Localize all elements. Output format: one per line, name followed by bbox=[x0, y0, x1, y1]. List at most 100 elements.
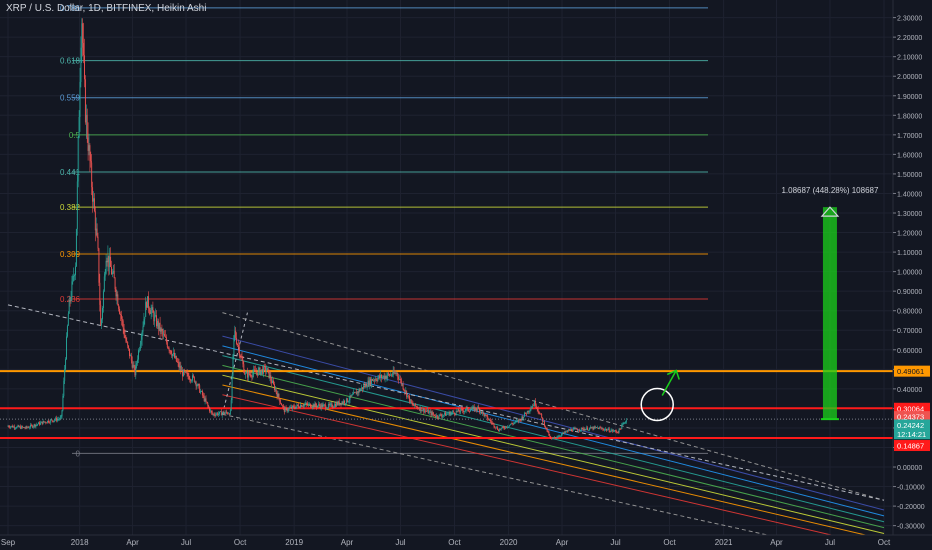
candle-body bbox=[93, 198, 94, 202]
candle-body bbox=[575, 428, 577, 430]
candle-body bbox=[115, 289, 117, 297]
candle-body bbox=[159, 322, 161, 332]
candle-body bbox=[247, 371, 249, 378]
candle-body bbox=[417, 408, 419, 410]
candle-body bbox=[596, 427, 598, 428]
candle-body bbox=[193, 376, 195, 382]
candle-body bbox=[41, 421, 43, 425]
y-tick-label: 2.20000 bbox=[897, 35, 922, 42]
candle-body bbox=[610, 430, 612, 432]
candle-body bbox=[577, 429, 579, 431]
candle-body bbox=[66, 336, 67, 360]
candle-body bbox=[326, 408, 328, 410]
candle-body bbox=[217, 413, 219, 416]
candle-body bbox=[185, 371, 187, 373]
x-tick-label: Apr bbox=[341, 538, 354, 547]
channel-line bbox=[222, 312, 885, 501]
candle-body bbox=[518, 419, 520, 422]
candle-body bbox=[451, 412, 453, 414]
candle-body bbox=[84, 55, 85, 80]
candle-body bbox=[53, 420, 55, 422]
candle-body bbox=[546, 427, 548, 432]
candle-body bbox=[255, 370, 256, 373]
candle-body bbox=[277, 393, 279, 397]
candle-body bbox=[141, 331, 143, 340]
candle-body bbox=[116, 294, 118, 297]
candle-body bbox=[389, 374, 391, 376]
candle-body bbox=[414, 403, 416, 406]
candle-body bbox=[66, 325, 68, 337]
candle-body bbox=[487, 415, 489, 420]
candle-body bbox=[535, 405, 537, 408]
candle-body bbox=[431, 412, 433, 416]
candle-body bbox=[113, 270, 115, 279]
candle-body bbox=[315, 403, 317, 406]
candle-body bbox=[618, 428, 620, 433]
candle-body bbox=[581, 427, 583, 429]
candle-body bbox=[137, 359, 139, 363]
candle-body bbox=[291, 406, 292, 409]
candle-body bbox=[547, 431, 549, 433]
candle-body bbox=[233, 335, 235, 355]
candle-body bbox=[543, 421, 544, 423]
candle-body bbox=[393, 370, 395, 374]
candle-body bbox=[12, 426, 14, 428]
candle-body bbox=[592, 427, 594, 430]
candle-body bbox=[462, 410, 464, 412]
candle-body bbox=[138, 349, 140, 351]
candle-body bbox=[237, 345, 239, 348]
candle-body bbox=[504, 428, 506, 429]
candle-body bbox=[569, 429, 571, 431]
candle-body bbox=[183, 370, 184, 377]
candle-body bbox=[224, 412, 226, 414]
candle-body bbox=[375, 379, 377, 381]
candle-body bbox=[515, 420, 517, 423]
candle-body bbox=[595, 427, 597, 428]
candle-body bbox=[400, 379, 402, 385]
candle-body bbox=[48, 420, 49, 423]
candle-body bbox=[517, 420, 519, 422]
candle-body bbox=[39, 422, 40, 425]
candle-body bbox=[456, 410, 458, 412]
candle-body bbox=[112, 270, 114, 273]
candle-body bbox=[153, 312, 155, 322]
candle-body bbox=[470, 409, 472, 412]
candle-body bbox=[415, 403, 417, 407]
candle-body bbox=[52, 420, 54, 422]
x-tick-label: 2021 bbox=[715, 538, 733, 547]
y-tick-label: -0.10000 bbox=[897, 485, 925, 492]
y-tick-label: 0.40000 bbox=[897, 387, 922, 394]
candle-body bbox=[225, 411, 227, 413]
candle-body bbox=[346, 398, 348, 403]
candle-body bbox=[433, 414, 435, 415]
candle-body bbox=[201, 391, 203, 396]
candle-body bbox=[138, 350, 139, 360]
candle-body bbox=[265, 369, 267, 372]
y-tick-label: 1.80000 bbox=[897, 113, 922, 120]
candle-body bbox=[599, 427, 601, 429]
channel-line bbox=[222, 394, 834, 535]
candle-body bbox=[516, 420, 518, 421]
candle-body bbox=[477, 406, 479, 410]
candle-body bbox=[33, 424, 35, 427]
y-tick-label: 1.70000 bbox=[897, 133, 922, 140]
candle-body bbox=[81, 23, 83, 48]
candle-body bbox=[133, 365, 135, 367]
candle-body bbox=[285, 407, 287, 409]
candle-body bbox=[155, 315, 157, 317]
candle-body bbox=[601, 428, 603, 430]
candle-body bbox=[44, 421, 46, 423]
candle-body bbox=[494, 426, 496, 428]
candle-body bbox=[284, 407, 286, 413]
candle-body bbox=[251, 376, 253, 378]
candle-body bbox=[230, 400, 232, 411]
candle-body bbox=[256, 372, 258, 376]
x-tick-label: Oct bbox=[448, 538, 461, 547]
x-tick-label: Oct bbox=[234, 538, 247, 547]
candle-body bbox=[354, 391, 356, 393]
candle-body bbox=[492, 422, 494, 424]
candle-body bbox=[160, 328, 162, 332]
candle-body bbox=[244, 372, 246, 375]
candle-body bbox=[590, 427, 592, 429]
